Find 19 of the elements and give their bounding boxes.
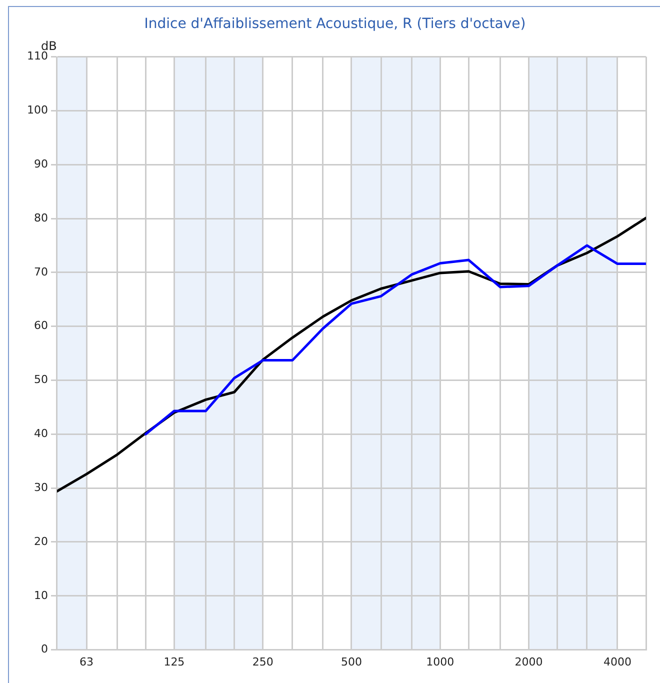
x-tick-label: 250 <box>252 655 274 668</box>
y-tick-label: 30 <box>34 480 48 494</box>
y-tick-label: 40 <box>34 427 48 440</box>
y-tick-label: 80 <box>34 211 48 224</box>
x-tick-label: 125 <box>164 655 185 668</box>
y-tick-label: 20 <box>34 534 48 548</box>
y-tick-label: 10 <box>34 588 48 602</box>
x-tick-label: 4000 <box>603 655 632 668</box>
x-tick-label: 500 <box>341 655 362 668</box>
y-tick-label: 90 <box>34 157 48 170</box>
y-tick-label: 60 <box>34 319 48 332</box>
y-tick-label: 100 <box>26 104 48 117</box>
x-tick-label: 1000 <box>426 655 454 668</box>
chart-title: Indice d'Affaiblissement Acoustique, R (Tiers d'octave) <box>144 16 526 32</box>
y-tick-label: 50 <box>34 373 48 386</box>
y-tick-label: 0 <box>40 642 48 656</box>
x-tick-label: 2000 <box>514 655 543 668</box>
x-tick-label: 63 <box>80 655 94 668</box>
y-tick-label: 70 <box>34 265 48 278</box>
